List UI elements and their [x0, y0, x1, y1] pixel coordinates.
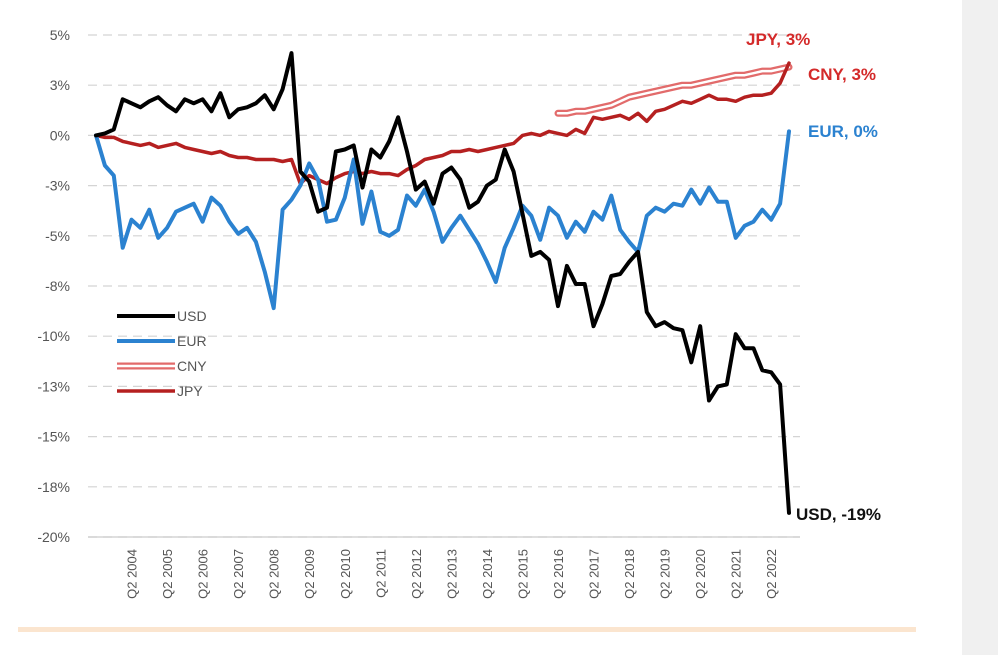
x-tick-label: Q2 2022	[764, 549, 779, 599]
series-line-cny-inner	[556, 65, 791, 115]
x-tick-label: Q2 2010	[338, 549, 353, 599]
y-tick-label: -10%	[37, 328, 70, 344]
x-tick-label: Q2 2006	[196, 549, 211, 599]
x-tick-label: Q2 2016	[551, 549, 566, 599]
legend: USD EUR CNY JPY	[117, 308, 207, 399]
y-tick-label: -18%	[37, 479, 70, 495]
right-edge-band	[962, 0, 998, 655]
y-tick-label: 5%	[50, 27, 70, 43]
end-label-cny: CNY, 3%	[808, 65, 876, 84]
x-tick-label: Q2 2011	[373, 549, 388, 598]
y-tick-label: 0%	[50, 127, 70, 143]
y-tick-label: -5%	[45, 228, 70, 244]
end-label-eur: EUR, 0%	[808, 122, 878, 141]
x-tick-label: Q2 2018	[622, 549, 637, 599]
x-axis-ticks: Q2 2004 Q2 2005 Q2 2006 Q2 2007 Q2 2008 Q2 20…	[125, 549, 780, 599]
x-tick-label: Q2 2014	[480, 549, 495, 599]
legend-label-jpy: JPY	[177, 383, 203, 399]
legend-label-usd: USD	[177, 308, 207, 324]
series-line-jpy	[94, 61, 791, 186]
x-tick-label: Q2 2007	[231, 549, 246, 599]
x-tick-label: Q2 2004	[125, 549, 140, 599]
legend-label-cny: CNY	[177, 358, 207, 374]
y-tick-label: 3%	[50, 77, 70, 93]
y-tick-label: -8%	[45, 278, 70, 294]
x-tick-label: Q2 2009	[302, 549, 317, 599]
x-tick-label: Q2 2015	[515, 549, 530, 599]
x-tick-label: Q2 2017	[587, 549, 602, 599]
x-tick-label: Q2 2008	[267, 549, 282, 599]
x-tick-label: Q2 2013	[444, 549, 459, 599]
x-tick-label: Q2 2020	[693, 549, 708, 599]
end-label-usd: USD, -19%	[796, 505, 881, 524]
legend-label-eur: EUR	[177, 333, 207, 349]
y-tick-label: -20%	[37, 529, 70, 545]
gridlines	[88, 34, 800, 538]
y-tick-label: -3%	[45, 178, 70, 194]
series-lines	[94, 51, 793, 515]
x-tick-label: Q2 2021	[729, 549, 744, 599]
end-label-jpy: JPY, 3%	[746, 30, 810, 49]
series-line-eur	[94, 129, 791, 311]
x-tick-label: Q2 2019	[658, 549, 673, 599]
x-tick-label: Q2 2005	[160, 549, 175, 599]
y-tick-label: -15%	[37, 429, 70, 445]
bottom-rule	[18, 627, 916, 632]
y-axis-ticks: 5% 3% 0% -3% -5% -8% -10% -13% -15% -18% -20%	[37, 27, 70, 545]
x-tick-label: Q2 2012	[409, 549, 424, 599]
end-labels: JPY, 3% CNY, 3% EUR, 0% USD, -19%	[746, 30, 881, 524]
series-line-usd	[94, 51, 791, 515]
y-tick-label: -13%	[37, 378, 70, 394]
